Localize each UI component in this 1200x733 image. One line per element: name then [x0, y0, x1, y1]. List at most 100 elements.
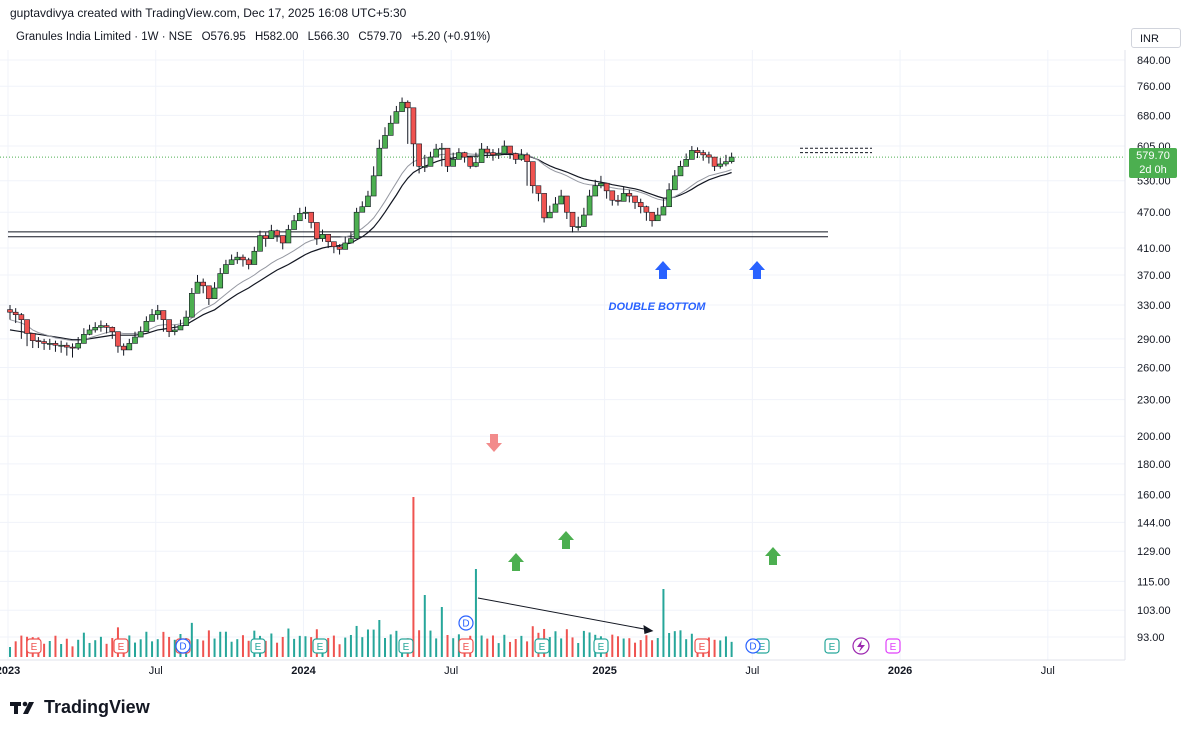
- trend-arrow-line: [477, 597, 650, 631]
- candle-body: [200, 281, 206, 287]
- candle: [677, 160, 684, 177]
- candle-body: [609, 190, 616, 201]
- volume-bar: [65, 638, 68, 657]
- candle-body: [433, 148, 439, 158]
- candle-body: [592, 185, 599, 197]
- legend-symbol[interactable]: Granules India Limited · 1W · NSE: [16, 31, 193, 43]
- volume-bar: [94, 640, 97, 657]
- earnings-event-icon[interactable]: E: [26, 638, 42, 654]
- dividend-badge-circle: [175, 638, 191, 654]
- candle-body: [245, 259, 252, 265]
- x-tick-label: Jul: [745, 665, 759, 677]
- earnings-event-icon[interactable]: E: [250, 638, 266, 654]
- candle-body: [660, 206, 667, 216]
- candle: [723, 154, 729, 167]
- candle: [81, 328, 87, 344]
- volume-bar: [503, 634, 506, 657]
- volume-bar: [264, 640, 267, 657]
- tradingview-logo[interactable]: TradingView: [10, 697, 150, 718]
- volume-arrow-up-icon: [508, 553, 524, 571]
- candle: [598, 175, 604, 189]
- moving-average-slow: [9, 153, 732, 341]
- volume-bar: [349, 634, 352, 657]
- currency-button[interactable]: INR: [1131, 28, 1181, 48]
- candle: [35, 337, 42, 349]
- candle: [325, 234, 331, 249]
- volume-bar: [520, 635, 523, 657]
- double-bottom-label: DOUBLE BOTTOM: [609, 301, 707, 313]
- earnings-badge-box: [593, 638, 609, 654]
- candle: [501, 140, 508, 154]
- y-tick-label: 470.00: [1137, 207, 1171, 219]
- candle-body: [490, 152, 496, 156]
- candle: [473, 152, 479, 168]
- dividend-event-icon[interactable]: D: [175, 638, 191, 654]
- earnings-event-icon[interactable]: E: [694, 638, 710, 654]
- earnings-event-icon[interactable]: E: [824, 638, 840, 654]
- candle: [348, 232, 354, 244]
- candle: [262, 232, 269, 247]
- candle-body: [194, 281, 201, 294]
- candle-body: [399, 101, 405, 112]
- earnings-event-icon[interactable]: E: [458, 638, 474, 654]
- volume-bar: [247, 640, 250, 657]
- volume-bar: [423, 595, 426, 657]
- volume-bar: [298, 635, 301, 657]
- volume-bar: [190, 622, 193, 657]
- candle-body: [240, 256, 246, 261]
- candle-body: [535, 185, 542, 194]
- brand-name: TradingView: [44, 697, 150, 717]
- candle-body: [450, 159, 457, 167]
- candle: [285, 224, 292, 244]
- volume-bar: [730, 641, 733, 657]
- earnings-event-icon[interactable]: E: [593, 638, 609, 654]
- candle-body: [581, 214, 587, 227]
- candle: [683, 153, 689, 167]
- candle: [433, 143, 439, 158]
- candle: [279, 235, 286, 250]
- candle-body: [439, 147, 445, 150]
- earnings-upcoming-icon[interactable]: E: [885, 638, 901, 654]
- earnings-event-icon[interactable]: E: [534, 638, 550, 654]
- volume-bar: [332, 635, 335, 657]
- candle-body: [331, 241, 337, 248]
- candle-body: [268, 230, 275, 239]
- candle: [694, 147, 701, 159]
- volume-bar: [196, 639, 199, 657]
- earnings-event-icon[interactable]: E: [113, 638, 129, 654]
- candle-body: [325, 234, 331, 243]
- earnings-event-icon[interactable]: E: [312, 638, 328, 654]
- volume-bar: [14, 641, 17, 657]
- candle: [456, 148, 462, 160]
- candle-body: [416, 143, 422, 167]
- candle-body: [189, 293, 195, 318]
- dividend-event-icon[interactable]: D: [745, 638, 761, 654]
- earnings-badge-letter: E: [890, 642, 897, 653]
- earnings-badge-box: [113, 638, 129, 654]
- candle-body: [160, 310, 167, 320]
- candle: [700, 149, 707, 161]
- candle: [666, 183, 672, 208]
- volume-bar: [77, 639, 80, 657]
- volume-bar: [173, 639, 176, 657]
- dividend-event-icon[interactable]: D: [458, 615, 474, 631]
- legend-low: L566.30: [307, 31, 350, 43]
- candle-body: [359, 206, 366, 213]
- volume-bar: [224, 631, 227, 657]
- candle-body: [564, 195, 570, 213]
- candle: [439, 143, 445, 167]
- earnings-badge-letter: E: [539, 642, 546, 653]
- candle-body: [58, 344, 64, 347]
- chart-pane: [0, 50, 1125, 660]
- earnings-badge-letter: E: [699, 642, 706, 653]
- candle-body: [677, 166, 684, 177]
- volume-bar: [685, 639, 688, 657]
- candle-body: [598, 182, 604, 187]
- earnings-badge-box: [26, 638, 42, 654]
- candle: [69, 343, 76, 358]
- candle-body: [69, 346, 76, 349]
- volume-bar: [418, 630, 421, 657]
- lightning-bolt: [857, 640, 865, 652]
- earnings-event-icon[interactable]: E: [398, 638, 414, 654]
